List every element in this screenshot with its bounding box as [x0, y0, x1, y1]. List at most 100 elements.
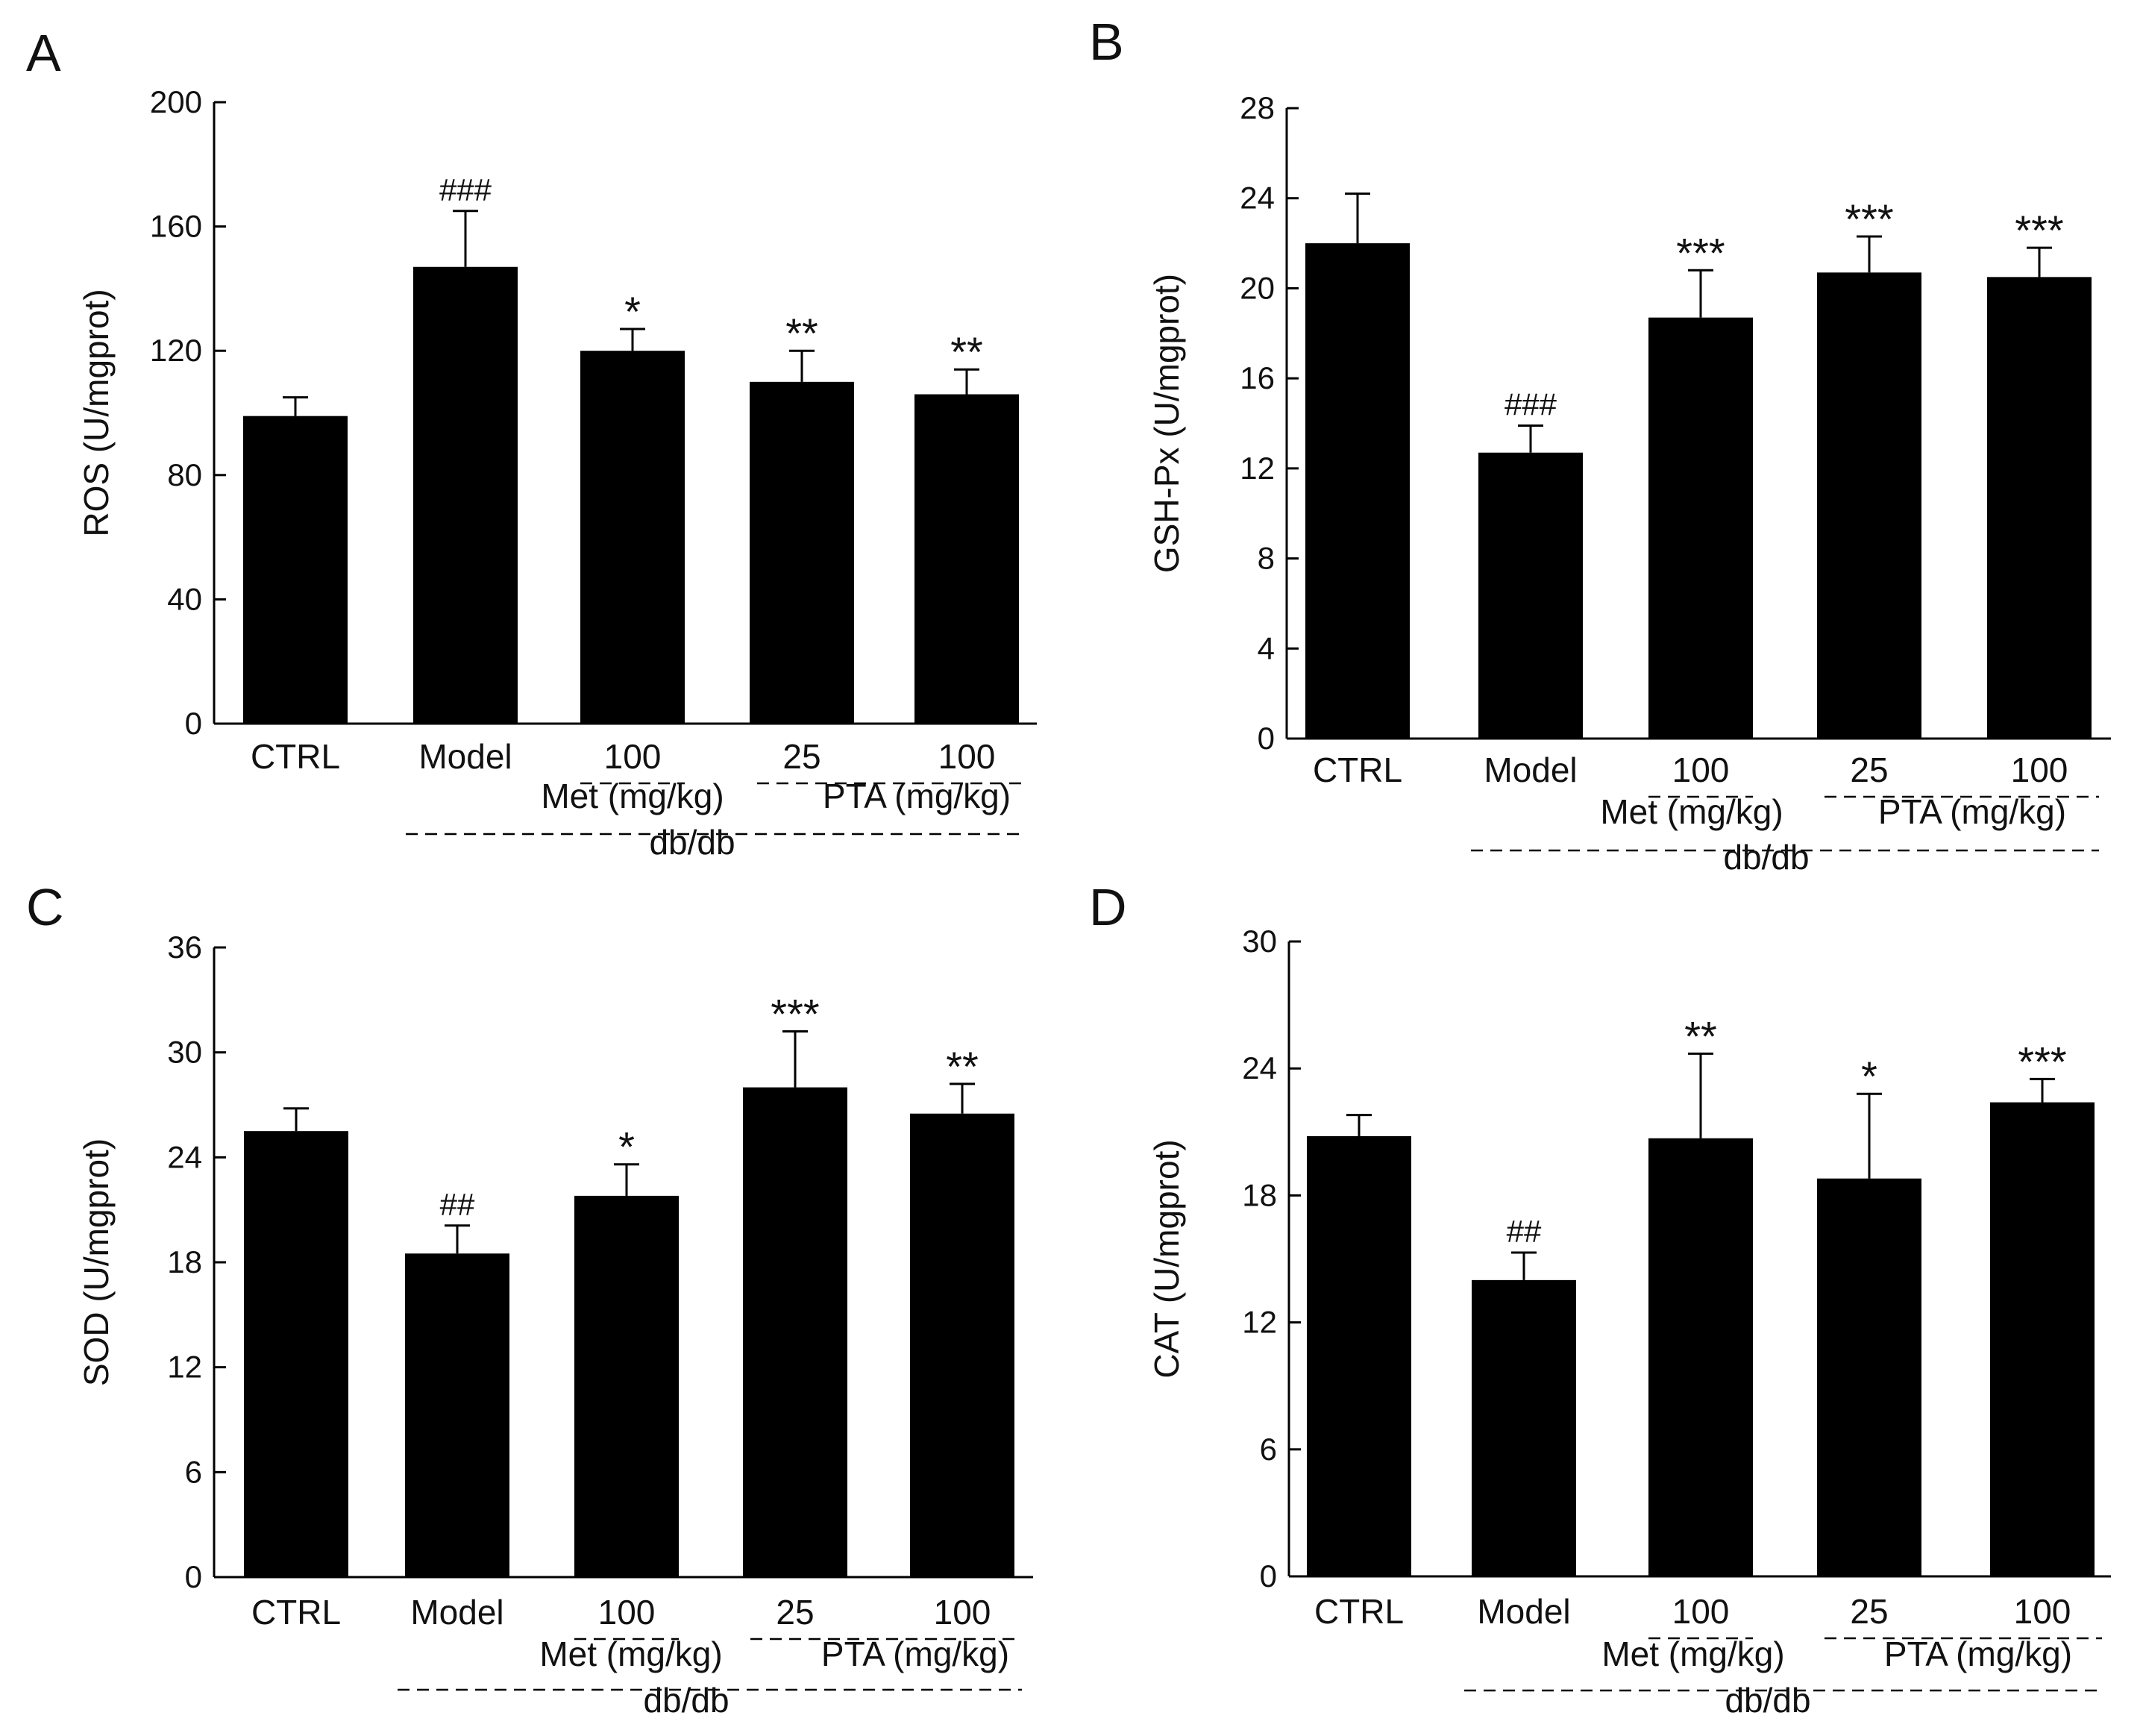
met-group-label: Met (mg/kg)	[1600, 792, 1783, 831]
category-label: 100	[938, 737, 996, 776]
category-label: CTRL	[251, 1593, 341, 1632]
bar-model	[1472, 1279, 1576, 1576]
y-tick-label: 30	[167, 1035, 202, 1070]
pta-group-label: PTA (mg/kg)	[1878, 792, 2066, 831]
bar-100	[1648, 317, 1753, 739]
y-tick-label: 24	[1240, 181, 1275, 216]
category-label: CTRL	[1314, 1592, 1404, 1631]
asterisk-marker: ***	[2018, 1038, 2066, 1085]
bar-100	[914, 394, 1019, 724]
y-tick-label: 0	[185, 1559, 202, 1594]
panel-C: C 0 6 12 18 24 30 36 SOD (U/mgprot) CTRL ## Model * 1…	[26, 878, 1033, 1720]
category-label: 25	[782, 737, 821, 776]
y-tick-label: 6	[185, 1454, 202, 1489]
met-group-label: Met (mg/kg)	[1601, 1635, 1784, 1673]
y-tick-label: 160	[150, 209, 202, 244]
pta-group-label: PTA (mg/kg)	[821, 1635, 1009, 1673]
bar-model	[1478, 452, 1583, 739]
asterisk-marker: *	[624, 288, 641, 335]
y-tick-label: 0	[1258, 721, 1275, 756]
asterisk-marker: **	[950, 328, 983, 375]
asterisk-marker: **	[946, 1043, 979, 1090]
bar-model	[413, 266, 518, 724]
y-tick-label: 12	[167, 1350, 202, 1385]
y-tick-label: 8	[1258, 541, 1275, 576]
asterisk-marker: **	[785, 310, 818, 357]
y-axis-title: CAT (U/mgprot)	[1147, 1139, 1186, 1378]
y-tick-label: 30	[1242, 924, 1277, 959]
bar-model	[405, 1253, 509, 1577]
category-label: 100	[598, 1593, 656, 1632]
category-label: 100	[934, 1593, 991, 1632]
bar-25	[1817, 1178, 1921, 1576]
dbdb-group-label: db/db	[1725, 1681, 1810, 1720]
dbdb-group-label: db/db	[643, 1681, 729, 1720]
bar-100	[1648, 1138, 1753, 1576]
y-tick-label: 18	[1242, 1177, 1277, 1212]
category-label: 25	[1850, 751, 1888, 789]
bar-ctrl	[244, 1131, 348, 1577]
category-label: Model	[418, 737, 512, 776]
y-tick-label: 12	[1242, 1305, 1277, 1340]
hash-marker: ###	[1505, 387, 1557, 422]
panel-letter: B	[1089, 13, 1124, 71]
hash-marker: ###	[439, 172, 492, 207]
category-label: Model	[1484, 751, 1577, 789]
panel-A: A 0 40 80 120 160 200 ROS (U/mgprot) CTRL ### Mode…	[26, 24, 1037, 862]
hash-marker: ##	[440, 1187, 475, 1222]
y-tick-label: 28	[1240, 90, 1275, 125]
met-group-label: Met (mg/kg)	[539, 1635, 722, 1673]
y-tick-label: 24	[167, 1139, 202, 1174]
bar-100	[1990, 1102, 2095, 1576]
category-label: 100	[1672, 1592, 1730, 1631]
asterisk-marker: *	[1861, 1053, 1877, 1100]
y-tick-label: 16	[1240, 360, 1275, 395]
category-label: 25	[1850, 1592, 1888, 1631]
panel-letter: C	[26, 878, 64, 936]
y-tick-label: 6	[1260, 1432, 1277, 1467]
y-tick-label: 12	[1240, 451, 1275, 486]
dbdb-group-label: db/db	[649, 823, 735, 862]
bar-100	[580, 351, 685, 724]
bar-100	[1987, 277, 2092, 739]
bar-25	[1817, 272, 1921, 739]
dbdb-group-label: db/db	[1723, 838, 1809, 877]
category-label: 100	[604, 737, 662, 776]
asterisk-marker: *	[618, 1124, 635, 1171]
asterisk-marker: ***	[771, 991, 819, 1038]
y-tick-label: 120	[150, 333, 202, 368]
bar-ctrl	[1307, 1135, 1411, 1576]
asterisk-marker: ***	[1676, 229, 1725, 276]
y-tick-label: 0	[185, 706, 202, 741]
y-tick-label: 80	[167, 457, 202, 492]
y-axis-title: SOD (U/mgprot)	[77, 1138, 116, 1386]
met-group-label: Met (mg/kg)	[541, 777, 724, 815]
category-label: Model	[1477, 1592, 1570, 1631]
panel-D: D 0 6 12 18 24 30 CAT (U/mgprot) CTRL ## Model ** 10…	[1089, 878, 2111, 1720]
y-tick-label: 20	[1240, 270, 1275, 305]
category-label: 100	[2011, 751, 2068, 789]
panel-letter: A	[26, 24, 61, 82]
y-tick-label: 0	[1260, 1558, 1277, 1594]
category-label: Model	[410, 1593, 503, 1632]
category-label: CTRL	[251, 737, 340, 776]
bar-ctrl	[1305, 243, 1410, 739]
y-tick-label: 24	[1242, 1050, 1277, 1085]
bar-100	[574, 1195, 679, 1577]
hash-marker: ##	[1507, 1214, 1542, 1249]
category-label: 100	[1672, 751, 1730, 789]
y-axis-title: ROS (U/mgprot)	[77, 289, 116, 536]
y-tick-label: 4	[1258, 630, 1275, 665]
y-tick-label: 40	[167, 581, 202, 616]
pta-group-label: PTA (mg/kg)	[1884, 1635, 2072, 1673]
y-tick-label: 18	[167, 1244, 202, 1279]
panel-B: B 0 4 8 12 16 20 24 28 GSH-Px (U/mgprot) CTRL ### Mo…	[1089, 13, 2111, 877]
bar-ctrl	[243, 416, 348, 724]
category-label: 100	[2014, 1592, 2071, 1631]
asterisk-marker: **	[1684, 1012, 1717, 1059]
pta-group-label: PTA (mg/kg)	[823, 777, 1011, 815]
category-label: 25	[776, 1593, 814, 1632]
y-tick-label: 200	[150, 84, 202, 119]
panel-letter: D	[1089, 878, 1127, 936]
